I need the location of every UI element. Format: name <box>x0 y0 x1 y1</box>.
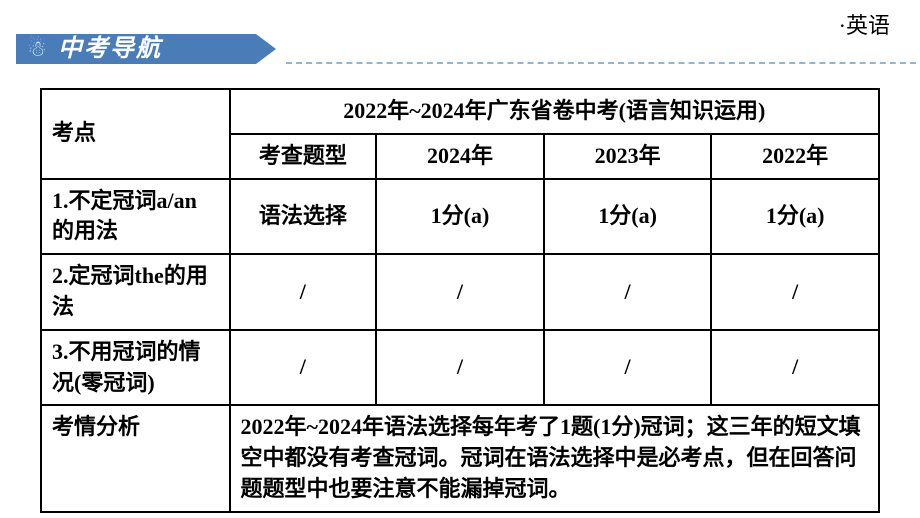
analysis-label: 考情分析 <box>41 405 230 511</box>
header-super: 2022年~2024年广东省卷中考(语言知识运用) <box>230 89 879 134</box>
header-question-type: 考查题型 <box>230 134 377 179</box>
table-row: 3.不用冠词的情况(零冠词) / / / / <box>41 330 879 406</box>
exam-analysis-table: 考点 2022年~2024年广东省卷中考(语言知识运用) 考查题型 2024年 … <box>40 88 880 513</box>
header-year-2024: 2024年 <box>376 134 544 179</box>
nav-title: 中考导航 <box>58 34 162 64</box>
cell-type: / <box>230 254 377 330</box>
cell-2022: / <box>711 254 879 330</box>
cell-2022: 1分(a) <box>711 179 879 255</box>
cell-point: 2.定冠词the的用法 <box>41 254 230 330</box>
cell-point: 1.不定冠词a/an的用法 <box>41 179 230 255</box>
header-exam-point: 考点 <box>41 89 230 179</box>
cell-2023: / <box>544 330 712 406</box>
table-header-row-1: 考点 2022年~2024年广东省卷中考(语言知识运用) <box>41 89 879 134</box>
cell-type: / <box>230 330 377 406</box>
analysis-row: 考情分析 2022年~2024年语法选择每年考了1题(1分)冠词；这三年的短文填… <box>41 405 879 511</box>
header-year-2023: 2023年 <box>544 134 712 179</box>
cell-2024: / <box>376 330 544 406</box>
table-row: 2.定冠词the的用法 / / / / <box>41 254 879 330</box>
nav-banner: ☃ 中考导航 <box>16 34 904 68</box>
cell-2023: / <box>544 254 712 330</box>
table-row: 1.不定冠词a/an的用法 语法选择 1分(a) 1分(a) 1分(a) <box>41 179 879 255</box>
nav-dashed-line <box>286 62 916 64</box>
cell-type: 语法选择 <box>230 179 377 255</box>
cell-point: 3.不用冠词的情况(零冠词) <box>41 330 230 406</box>
cell-2023: 1分(a) <box>544 179 712 255</box>
header-year-2022: 2022年 <box>711 134 879 179</box>
nav-icon: ☃ <box>24 36 50 62</box>
cell-2024: / <box>376 254 544 330</box>
analysis-text: 2022年~2024年语法选择每年考了1题(1分)冠词；这三年的短文填空中都没有… <box>230 405 879 511</box>
cell-2024: 1分(a) <box>376 179 544 255</box>
cell-2022: / <box>711 330 879 406</box>
